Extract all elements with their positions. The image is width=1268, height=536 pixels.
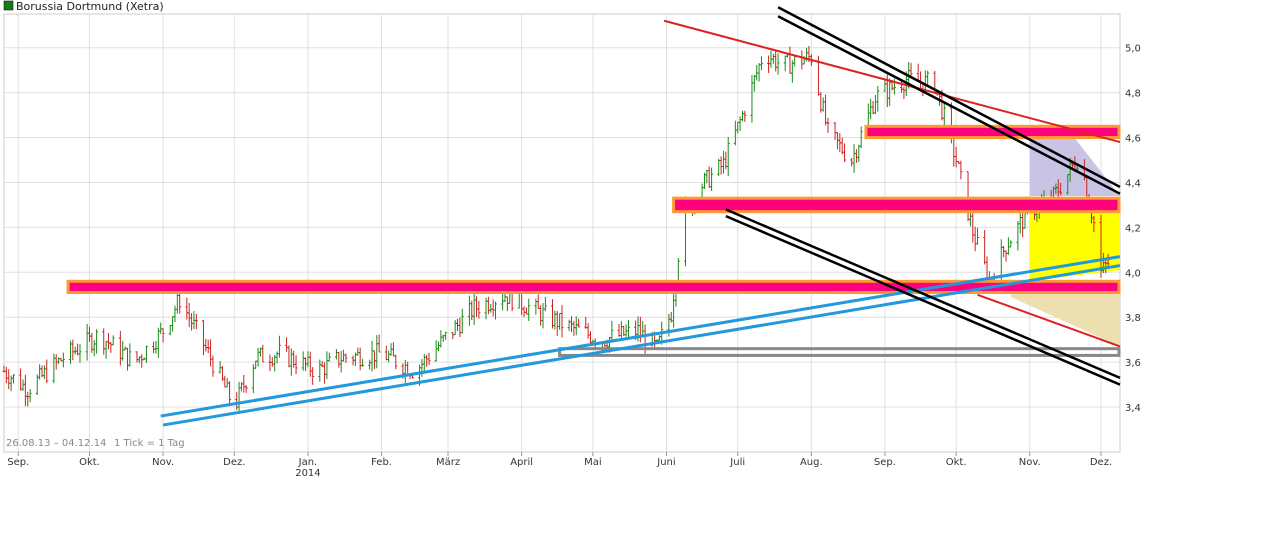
- uptrend-blue-1: [160, 255, 1121, 418]
- legend-swatch: [3, 0, 14, 11]
- khaki-area: [1010, 292, 1120, 347]
- x-tick-label: Aug.: [800, 457, 823, 468]
- zones: [66, 124, 1121, 357]
- channel-black-low-1: [725, 208, 1121, 380]
- y-tick-label: 4,6: [1125, 134, 1141, 145]
- trendlines: [160, 6, 1121, 427]
- candles: [2, 45, 1110, 411]
- y-tick-label: 4,8: [1125, 89, 1141, 100]
- footer-range: 26.08.13 – 04.12.14: [6, 438, 106, 449]
- y-tick-label: 5,0: [1125, 44, 1141, 55]
- y-tick-label: 4,0: [1125, 268, 1141, 279]
- y-tick-label: 4,2: [1125, 223, 1141, 234]
- x-tick-sublabel: 2014: [295, 468, 320, 479]
- y-tick-label: 3,4: [1125, 403, 1141, 414]
- channel-black-top-1: [777, 6, 1121, 189]
- channel-black-low-2: [725, 215, 1121, 386]
- yellow-area: [1029, 211, 1120, 282]
- x-tick-label: Juni: [656, 457, 675, 468]
- footer-tick-info: 1 Tick = 1 Tag: [114, 438, 185, 449]
- x-tick-label: Feb.: [371, 457, 392, 468]
- x-tick-label: Dez.: [223, 457, 245, 468]
- y-tick-label: 4,4: [1125, 178, 1141, 189]
- x-axis: Sep. Okt. Nov. Dez. Jan.2014 Feb. März April Mai…: [7, 452, 1112, 479]
- resistance-zone-4-3: [672, 196, 1121, 214]
- x-tick-label: April: [510, 457, 533, 468]
- x-tick-label: Jan.: [298, 457, 318, 468]
- x-tick-label: Okt.: [79, 457, 100, 468]
- y-axis: 3,4 3,6 3,8 4,0 4,2 4,4 4,6 4,8 5,0: [1125, 44, 1141, 414]
- footer: 26.08.13 – 04.12.14 1 Tick = 1 Tag: [6, 438, 185, 449]
- x-tick-label: Dez.: [1090, 457, 1112, 468]
- x-tick-label: Nov.: [152, 457, 174, 468]
- support-zone-4-0: [66, 279, 1121, 295]
- x-tick-label: Sep.: [7, 457, 29, 468]
- x-tick-label: Mai: [584, 457, 602, 468]
- x-tick-label: Sep.: [874, 457, 896, 468]
- y-tick-label: 3,8: [1125, 313, 1141, 324]
- x-tick-label: Okt.: [946, 457, 967, 468]
- x-tick-label: März: [436, 457, 460, 468]
- downtrend-red-top: [663, 19, 1121, 143]
- channel-black-top-2: [777, 15, 1121, 195]
- uptrend-blue-2: [162, 264, 1121, 427]
- y-tick-label: 3,6: [1125, 358, 1141, 369]
- x-tick-label: Nov.: [1019, 457, 1041, 468]
- legend-label: Borussia Dortmund (Xetra): [16, 0, 164, 13]
- x-tick-label: Juli: [729, 457, 745, 468]
- legend: Borussia Dortmund (Xetra): [3, 0, 164, 13]
- downtrend-red-low: [977, 293, 1121, 348]
- support-box-3-65: [558, 347, 1121, 357]
